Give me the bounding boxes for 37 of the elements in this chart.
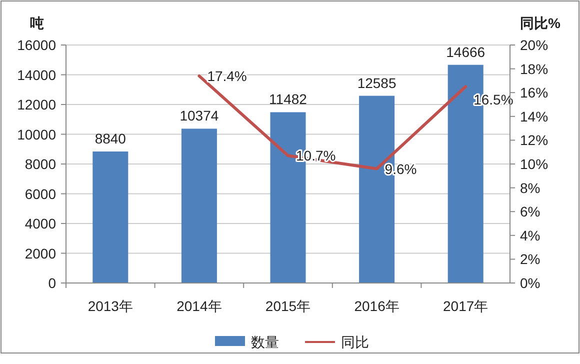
y2-tick-label: 16% [520, 84, 548, 101]
y-tick-label: 8000 [24, 156, 56, 172]
y-tick-label: 10000 [17, 126, 56, 142]
x-tick-label: 2017年 [443, 298, 488, 314]
data-label: 14666 [446, 44, 486, 60]
y-tick-label: 12000 [17, 96, 56, 112]
y2-tick-label: 6% [520, 204, 540, 220]
y2-tick-label: 4% [520, 227, 540, 244]
y2-tick-label: 18% [520, 60, 548, 77]
bar [92, 152, 128, 283]
y2-tick-label: 0% [520, 275, 540, 291]
y2-tick-label: 10% [520, 156, 548, 172]
data-label: 11482 [269, 91, 308, 108]
y-tick-label: 6000 [24, 186, 56, 202]
y-axis-title: 吨 [30, 15, 44, 31]
y2-tick-label: 8% [520, 180, 540, 196]
bar [181, 128, 217, 283]
y2-tick-label: 2% [520, 251, 540, 268]
y-tick-label: 16000 [17, 37, 56, 53]
x-tick-label: 2013年 [88, 298, 133, 314]
y-tick-label: 14000 [17, 66, 56, 83]
y-tick-label: 4000 [24, 216, 56, 232]
data-label: 8840 [94, 130, 126, 147]
data-label: 10374 [180, 108, 219, 124]
data-label: 17.4% [207, 68, 247, 84]
y2-tick-label: 20% [520, 37, 548, 53]
x-tick-label: 2014年 [176, 298, 222, 314]
x-tick-label: 2016年 [354, 298, 400, 314]
y2-axis-title: 同比% [520, 15, 561, 31]
y2-tick-label: 14% [520, 108, 548, 124]
y-tick-label: 0 [48, 275, 56, 291]
legend-label: 数量 [251, 334, 279, 350]
y2-tick-label: 12% [520, 132, 548, 148]
legend-label: 同比 [341, 334, 369, 350]
y-tick-label: 2000 [24, 245, 56, 262]
data-label: 12585 [357, 74, 396, 91]
x-tick-label: 2015年 [265, 298, 311, 314]
